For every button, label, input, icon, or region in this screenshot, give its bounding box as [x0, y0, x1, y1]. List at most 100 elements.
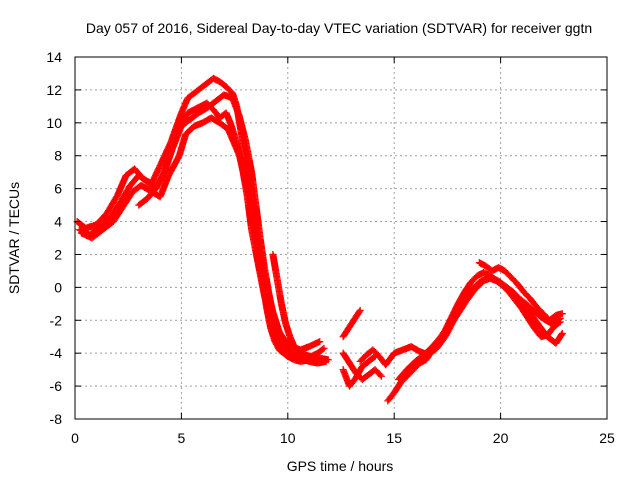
data-point: [558, 310, 566, 318]
data-point-run: [93, 211, 110, 228]
data-point-run: [187, 110, 201, 123]
data-point-run: [340, 350, 353, 366]
data-point-run: [121, 189, 136, 208]
data-point-run: [283, 344, 295, 356]
data-point-run: [231, 133, 243, 155]
x-tick-label: 0: [71, 430, 79, 446]
data-point-run: [532, 309, 546, 322]
data-point-run: [366, 353, 378, 364]
data-point-run: [287, 351, 299, 361]
data-point-run: [204, 100, 216, 112]
data-point-run: [261, 293, 274, 323]
data-point-run: [523, 301, 537, 315]
data-point-run: [100, 219, 116, 233]
data-point-run: [360, 372, 371, 383]
data-point-run: [108, 198, 125, 219]
data-point-run: [217, 79, 229, 90]
data-point-run: [178, 95, 191, 116]
data-point-run: [281, 348, 293, 358]
data-point-run: [506, 288, 520, 300]
data-point-run: [553, 331, 566, 346]
data-point-run: [191, 85, 203, 96]
data-point: [316, 338, 324, 346]
data-point-run: [153, 170, 168, 191]
data-point-run: [198, 80, 210, 91]
data-series: [339, 306, 364, 341]
data-point-run: [446, 311, 461, 330]
data-point-run: [211, 75, 222, 85]
data-point-run: [353, 364, 366, 381]
y-tick-label: -2: [50, 312, 63, 328]
data-point-run: [534, 304, 546, 316]
y-tick-label: 12: [46, 82, 62, 98]
data-point-run: [527, 311, 542, 328]
data-point-run: [370, 347, 382, 359]
data-point-run: [347, 375, 359, 389]
data-point-run: [551, 319, 563, 330]
data-point-run: [481, 269, 493, 279]
data-point-run: [148, 163, 163, 186]
data-point-run: [468, 273, 480, 285]
data-point-run: [509, 275, 520, 287]
data-point-run: [421, 344, 435, 358]
data-point-run: [411, 360, 422, 372]
data-point-run: [256, 252, 270, 290]
data-point-run: [185, 90, 197, 101]
x-tick-label: 20: [493, 430, 509, 446]
data-point-run: [89, 227, 105, 241]
data-point-run: [463, 286, 478, 303]
data-point-run: [489, 274, 503, 286]
data-point-run: [248, 227, 262, 265]
data-point-run: [196, 105, 210, 116]
data-point: [558, 329, 566, 337]
axis-ticks: 0 5 10 15 20 25 -8 -6 -4 -2 0 2 4 6 8 10 12 14: [46, 49, 615, 446]
data-point-run: [248, 170, 260, 208]
data-point-run: [244, 194, 255, 232]
data-series: [269, 250, 328, 360]
data-point-run: [315, 345, 327, 356]
data-point-run: [353, 308, 363, 320]
data-point-run: [208, 115, 222, 126]
data-point-run: [430, 334, 444, 349]
data-point-run: [383, 350, 397, 367]
data-point-run: [391, 380, 404, 395]
data-point-run: [138, 182, 152, 194]
data-point-run: [161, 143, 176, 175]
data-point-run: [157, 173, 172, 200]
data-points: [73, 74, 566, 405]
data-point-run: [498, 280, 512, 293]
data-point-run: [396, 367, 410, 382]
data-point-run: [515, 281, 527, 295]
data-point-run: [267, 318, 281, 343]
data-point-run: [477, 259, 488, 269]
data-point-run: [178, 110, 191, 126]
data-point-run: [235, 112, 249, 142]
data-point-run: [360, 358, 371, 369]
data-point-run: [229, 96, 242, 117]
data-point-run: [276, 329, 289, 344]
data-point-run: [340, 327, 351, 339]
data-point-run: [357, 352, 369, 364]
y-tick-label: -8: [50, 411, 63, 427]
data-point: [322, 357, 330, 365]
y-tick-label: 14: [46, 49, 62, 65]
data-point: [377, 372, 385, 380]
data-point-run: [136, 172, 150, 185]
y-tick-label: 8: [54, 148, 62, 164]
y-axis-label: SDTVAR / TECUs: [6, 182, 22, 294]
data-point-run: [455, 290, 468, 307]
data-point-run: [119, 183, 134, 203]
data-point-run: [183, 123, 197, 137]
x-axis-label: GPS time / hours: [287, 458, 394, 474]
data-point-run: [191, 103, 203, 113]
data-point-run: [519, 306, 531, 321]
data-point-run: [144, 186, 159, 201]
data-point-run: [385, 390, 397, 404]
data-point-run: [110, 202, 127, 224]
data-point: [356, 306, 364, 314]
data-point-run: [549, 315, 563, 327]
data-point-run: [169, 120, 185, 148]
data-point-run: [521, 290, 533, 302]
